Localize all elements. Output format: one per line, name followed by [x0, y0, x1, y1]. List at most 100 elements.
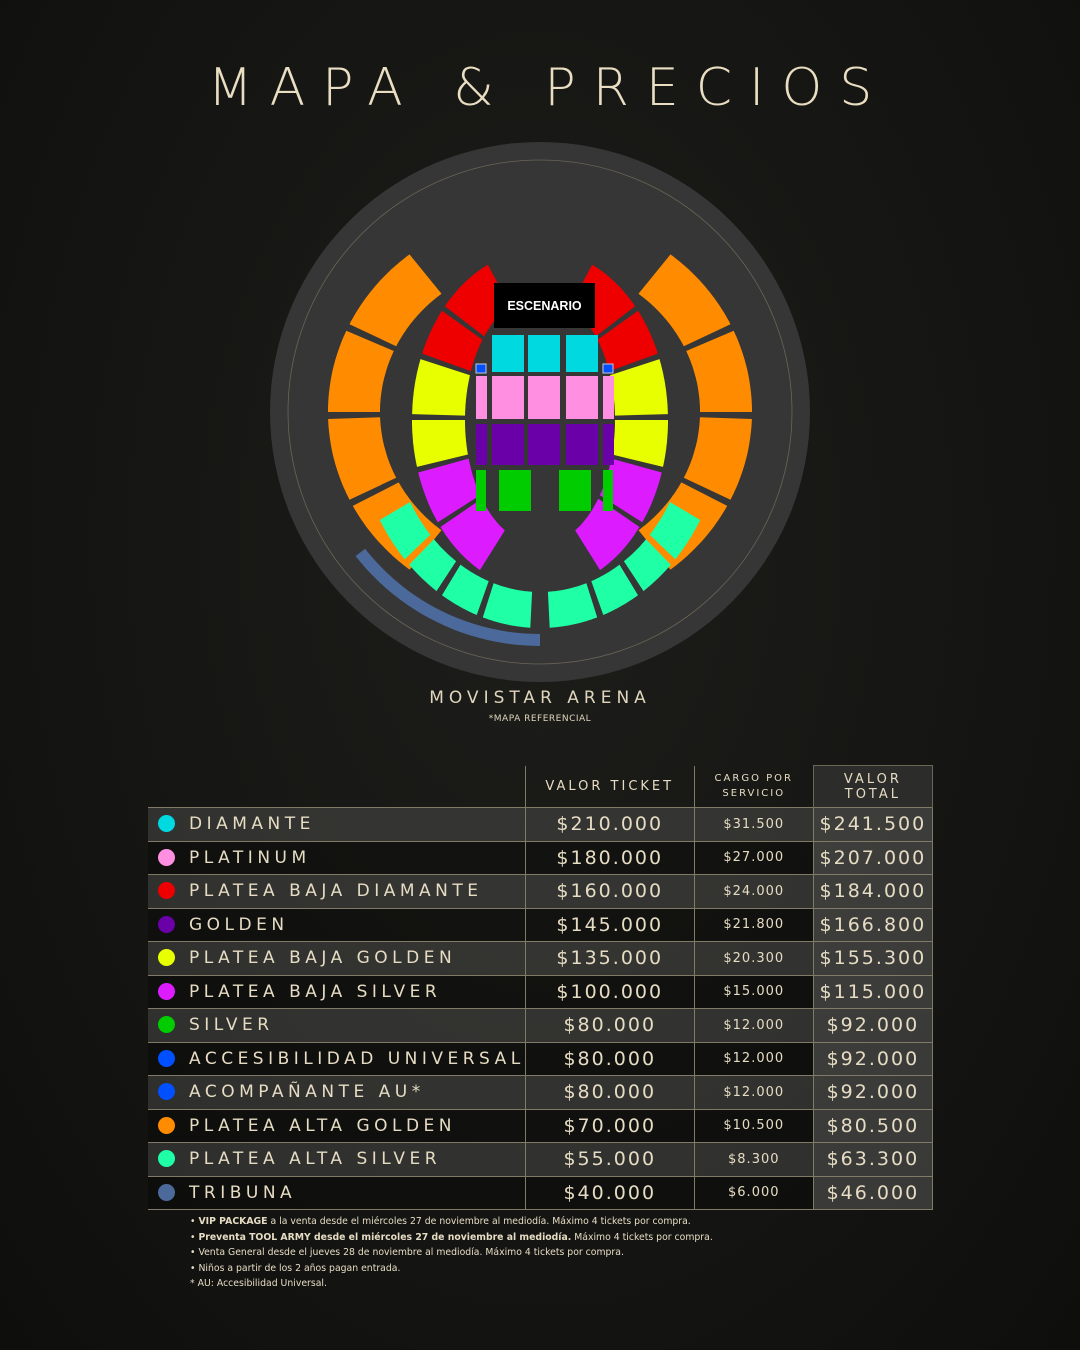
table-row: DIAMANTE $210.000 $31.500 $241.500: [148, 807, 934, 841]
section-tribuna[interactable]: [355, 548, 540, 646]
section-golden[interactable]: [528, 424, 560, 465]
table-row: ACCESIBILIDAD UNIVERSAL $80.000 $12.000 $92…: [148, 1041, 934, 1076]
note-text: Máximo 4 tickets por compra.: [571, 1231, 713, 1243]
arena-inner-line: [287, 159, 793, 665]
section-platea-alta-silver[interactable]: [482, 583, 533, 628]
section-platea-alta-silver[interactable]: [591, 564, 638, 615]
section-platea-baja-diamante[interactable]: [597, 310, 658, 372]
section-platea-baja-silver[interactable]: [599, 458, 662, 523]
ticket-price: $55.000: [524, 1142, 695, 1176]
zone-color-dot: [158, 1016, 175, 1034]
service-charge: $8.300: [693, 1142, 814, 1176]
section-platea-alta-golden[interactable]: [328, 330, 394, 412]
section-platea-baja-silver[interactable]: [575, 498, 640, 571]
total-price: $166.800: [812, 907, 934, 942]
section-platea-baja-golden[interactable]: [610, 359, 668, 416]
zone-name: DIAMANTE: [189, 814, 315, 835]
page-title: MAPA & PRECIOS: [207, 58, 890, 118]
note-text: a la venta desde el miércoles 27 de novi…: [267, 1216, 691, 1227]
ticket-price: $100.000: [524, 974, 695, 1009]
zone-color-dot: [158, 1049, 175, 1067]
section-accesibilidad-universal[interactable]: [475, 363, 487, 374]
section-platea-baja-diamante[interactable]: [444, 264, 510, 337]
ticket-price: $160.000: [524, 874, 695, 908]
ticket-price: $70.000: [524, 1108, 695, 1143]
section-platinum[interactable]: [566, 376, 598, 419]
section-accesibilidad-universal[interactable]: [602, 363, 614, 374]
header-zone: [148, 766, 525, 808]
ticket-price: $210.000: [524, 807, 695, 841]
section-platea-alta-silver[interactable]: [623, 539, 671, 592]
zone-name: SILVER: [189, 1015, 274, 1036]
section-platea-alta-golden[interactable]: [638, 254, 731, 347]
zone-name: GOLDEN: [189, 914, 289, 935]
ticket-price: $80.000: [524, 1008, 695, 1042]
section-platea-baja-diamante[interactable]: [422, 310, 483, 372]
zone-cell: ACCESIBILIDAD UNIVERSAL: [148, 1041, 526, 1076]
service-charge: $12.000: [693, 1041, 814, 1076]
ticket-price: $135.000: [524, 941, 695, 975]
section-platinum[interactable]: [528, 376, 560, 419]
table-row: PLATEA BAJA SILVER $100.000 $15.000 $115.00…: [148, 974, 934, 1009]
section-platea-alta-silver[interactable]: [649, 502, 701, 560]
zone-cell: PLATINUM: [148, 840, 526, 875]
section-silver[interactable]: [499, 470, 531, 511]
zone-name: PLATEA BAJA SILVER: [189, 981, 442, 1002]
total-price: $155.300: [812, 941, 934, 975]
section-platinum[interactable]: [476, 376, 487, 419]
zone-color-dot: [158, 982, 175, 1000]
section-platea-alta-silver[interactable]: [409, 539, 457, 592]
zone-cell: DIAMANTE: [148, 807, 526, 841]
section-platea-alta-silver[interactable]: [379, 502, 431, 560]
section-platea-baja-golden[interactable]: [612, 420, 668, 467]
zone-color-dot: [158, 1150, 175, 1168]
section-platea-alta-golden[interactable]: [349, 254, 442, 347]
zone-cell: PLATEA BAJA DIAMANTE: [148, 874, 526, 908]
section-platea-alta-golden[interactable]: [683, 417, 752, 500]
zone-color-dot: [158, 1116, 175, 1134]
total-price: $80.500: [812, 1108, 934, 1143]
ticket-price: $40.000: [524, 1175, 695, 1210]
note-text: Niños a partir de los 2 años pagan entra…: [198, 1262, 401, 1274]
zone-name: PLATEA BAJA DIAMANTE: [189, 881, 483, 902]
section-platinum[interactable]: [492, 376, 524, 419]
zone-cell: SILVER: [148, 1008, 526, 1042]
section-platea-alta-silver[interactable]: [547, 583, 598, 628]
ticket-price: $145.000: [524, 907, 695, 942]
note-item: * AU: Accesibilidad Universal.: [190, 1276, 713, 1292]
note-bullet: *: [190, 1278, 195, 1290]
price-table: VALOR TICKET CARGO POR SERVICIO VALOR TOT…: [148, 765, 934, 1210]
section-platinum[interactable]: [603, 376, 614, 419]
table-row: SILVER $80.000 $12.000 $92.000: [148, 1008, 934, 1042]
section-silver[interactable]: [476, 470, 486, 511]
table-row: PLATEA BAJA GOLDEN $135.000 $20.300 $155.30…: [148, 941, 934, 975]
section-diamante[interactable]: [492, 335, 524, 372]
header-total: VALOR TOTAL: [812, 765, 934, 808]
section-platea-baja-golden[interactable]: [412, 420, 468, 467]
ticket-price: $80.000: [524, 1041, 695, 1076]
zone-color-dot: [158, 848, 175, 866]
section-golden[interactable]: [566, 424, 598, 465]
section-diamante[interactable]: [566, 335, 598, 372]
section-platea-baja-silver[interactable]: [418, 458, 481, 523]
section-platea-baja-golden[interactable]: [412, 359, 470, 416]
section-platea-alta-golden[interactable]: [328, 417, 397, 500]
section-golden[interactable]: [492, 424, 524, 465]
section-silver[interactable]: [559, 470, 591, 511]
section-golden[interactable]: [603, 424, 614, 465]
stage-label: ESCENARIO: [507, 299, 582, 313]
section-golden[interactable]: [476, 424, 487, 465]
service-charge: $31.500: [693, 807, 814, 841]
section-silver[interactable]: [603, 470, 613, 511]
section-platea-baja-silver[interactable]: [440, 498, 505, 571]
zone-name: PLATEA ALTA SILVER: [189, 1149, 442, 1170]
zone-name: PLATEA ALTA GOLDEN: [189, 1115, 457, 1136]
section-diamante[interactable]: [528, 335, 560, 372]
note-text: AU: Accesibilidad Universal.: [197, 1278, 327, 1290]
section-platea-alta-silver[interactable]: [442, 564, 489, 615]
zone-cell: PLATEA BAJA SILVER: [148, 974, 526, 1009]
zone-cell: PLATEA ALTA GOLDEN: [148, 1108, 526, 1143]
section-platea-alta-golden[interactable]: [686, 330, 752, 412]
zone-cell: TRIBUNA: [148, 1175, 526, 1210]
total-price: $63.300: [812, 1142, 934, 1176]
